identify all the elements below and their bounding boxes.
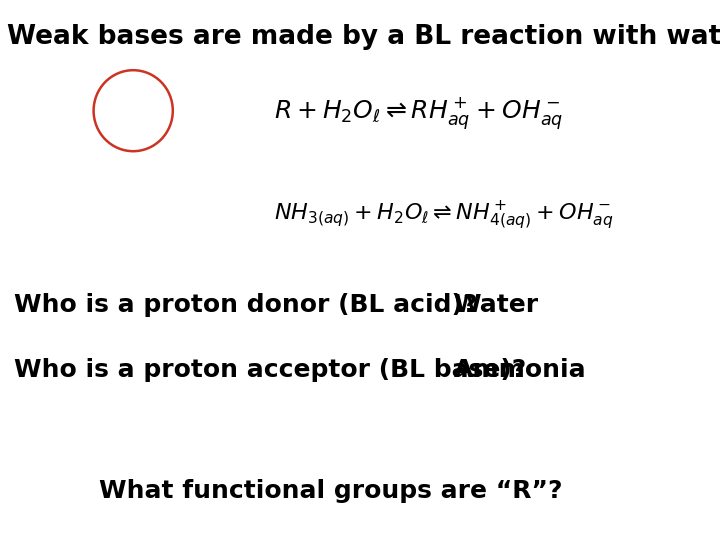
Text: $NH_{3(aq)} + H_2O_{\ell} \rightleftharpoons NH^+_{4(aq)} + OH^-_{aq}$: $NH_{3(aq)} + H_2O_{\ell} \rightleftharp… <box>274 200 613 232</box>
Text: What functional groups are “R”?: What functional groups are “R”? <box>99 480 563 503</box>
Text: Water: Water <box>454 293 539 317</box>
Text: $R + H_2O_{\ell} \rightleftharpoons RH^+_{aq} + OH^-_{aq}$: $R + H_2O_{\ell} \rightleftharpoons RH^+… <box>274 95 563 132</box>
Text: Who is a proton donor (BL acid)?: Who is a proton donor (BL acid)? <box>14 293 478 317</box>
Text: Weak bases are made by a BL reaction with water: Weak bases are made by a BL reaction wit… <box>7 24 720 50</box>
Text: Who is a proton acceptor (BL base)?: Who is a proton acceptor (BL base)? <box>14 358 526 382</box>
Text: Ammonia: Ammonia <box>454 358 586 382</box>
